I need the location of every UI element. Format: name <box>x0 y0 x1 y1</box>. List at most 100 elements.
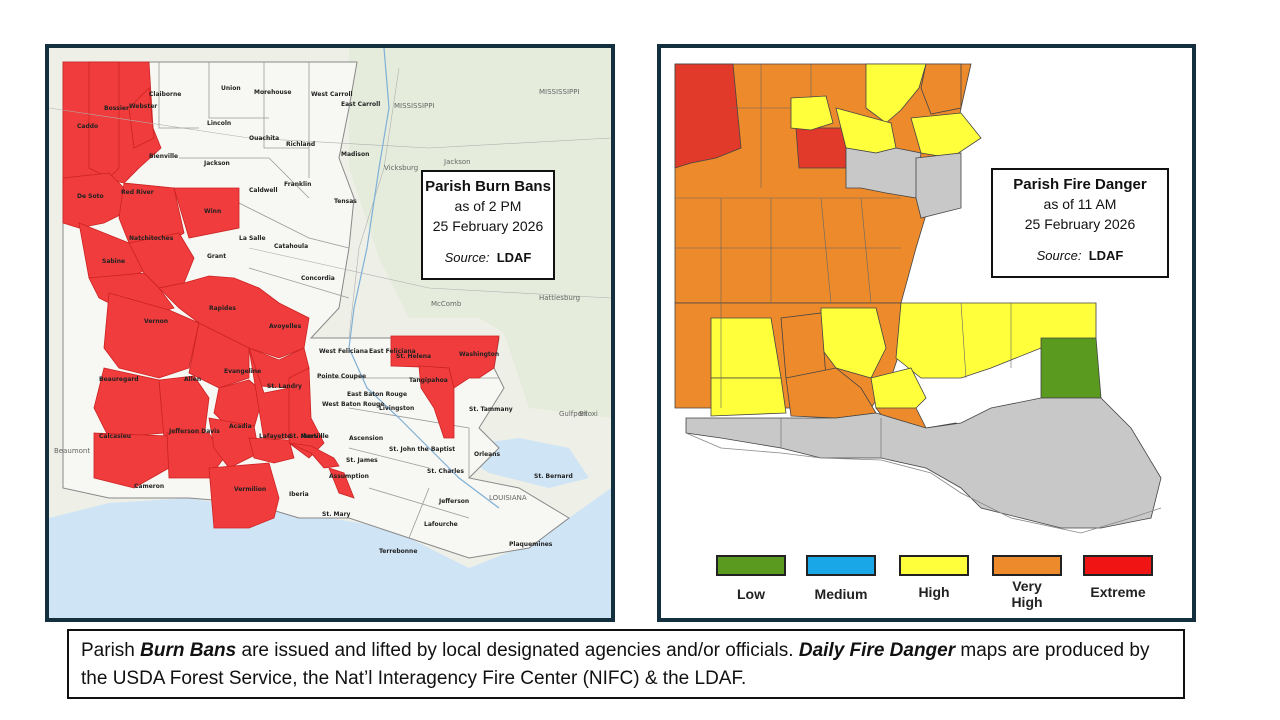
burn-ban-parishes <box>62 61 500 529</box>
parish-label: St. Martin <box>289 433 323 440</box>
burn-ban-info-box: Parish Burn Bans as of 2 PM 25 February … <box>421 170 555 280</box>
burn-ban-map: MISSISSIPPI MISSISSIPPI Jackson Vicksbur… <box>49 48 611 618</box>
parish-label: Plaquemines <box>509 541 553 548</box>
parish-label: St. Tammany <box>469 406 513 413</box>
svg-text:LOUISIANA: LOUISIANA <box>489 494 527 502</box>
parish-label: St. Charles <box>427 468 464 475</box>
parish-label: St. James <box>346 457 378 464</box>
legend-label-very-high: Very High <box>1011 578 1043 610</box>
legend-label-low: Low <box>737 586 765 602</box>
parish-label: Terrebonne <box>379 548 417 555</box>
parish-label: Lincoln <box>207 120 231 127</box>
parish-label: Caldwell <box>249 187 278 194</box>
parish-label: Iberville <box>301 433 329 440</box>
footer-text-3: maps are produced by the USDA Forest Ser… <box>81 640 1150 689</box>
legend-swatch-extreme <box>1083 555 1153 576</box>
parish-label: Caddo <box>77 123 98 130</box>
burn-ban-map-panel: MISSISSIPPI MISSISSIPPI Jackson Vicksbur… <box>45 44 615 622</box>
parish-label: Beauregard <box>99 376 139 383</box>
parish-label: Morehouse <box>254 89 291 96</box>
parish-label: Evangeline <box>224 368 261 375</box>
source-value: LDAF <box>1088 248 1124 263</box>
parish-label: Lafayette <box>259 433 291 440</box>
parish-label: Tangipahoa <box>409 377 448 384</box>
fire-danger-map <box>674 63 1162 534</box>
parish-label: Jackson <box>203 160 230 167</box>
parish-label: St. Bernard <box>534 473 573 480</box>
parish-label: Rapides <box>209 305 236 312</box>
footer-note: Parish Burn Bans are issued and lifted b… <box>67 629 1185 699</box>
parish-label: Tensas <box>334 198 357 205</box>
footer-bold-2: Daily Fire Danger <box>798 640 956 661</box>
parish-label: West Baton Rouge <box>322 401 384 408</box>
parish-label: La Salle <box>239 235 266 242</box>
svg-text:MISSISSIPPI: MISSISSIPPI <box>394 102 435 110</box>
parish-label: Webster <box>129 103 157 110</box>
fire-danger-source: Source: LDAF <box>993 248 1167 263</box>
svg-text:Vicksburg: Vicksburg <box>384 164 418 172</box>
legend-swatch-high <box>899 555 969 576</box>
svg-text:Hattiesburg: Hattiesburg <box>539 294 580 302</box>
parish-label: Concordia <box>301 275 335 282</box>
source-label: Source: <box>444 250 490 265</box>
legend-label-medium: Medium <box>814 586 868 602</box>
parish-label: West Feliciana <box>319 348 368 355</box>
parish-label: Ascension <box>349 435 383 442</box>
parish-label: Lafourche <box>424 521 458 528</box>
parish-label: Orleans <box>474 451 501 458</box>
parish-label: Red River <box>121 189 154 196</box>
parish-label: Vernon <box>144 318 168 325</box>
parish-label: Franklin <box>284 181 311 188</box>
source-label: Source: <box>1036 248 1082 263</box>
legend-swatch-medium <box>806 555 876 576</box>
parish-label: St. Mary <box>322 511 351 518</box>
fire-danger-title: Parish Fire Danger <box>1013 176 1147 193</box>
burn-ban-date: 25 February 2026 <box>432 218 544 234</box>
parish-label: Avoyelles <box>269 323 302 330</box>
parish-label: Assumption <box>329 473 369 480</box>
parish-label: St. Landry <box>267 383 302 390</box>
legend-label-extreme: Extreme <box>1090 584 1146 600</box>
parish-label: Washington <box>459 351 499 358</box>
parish-label: East Feliciana <box>369 348 416 355</box>
legend-swatch-low <box>716 555 786 576</box>
svg-text:Beaumont: Beaumont <box>54 447 90 455</box>
parish-label: East Carroll <box>341 101 380 108</box>
parish-label: Pointe Coupee <box>317 373 366 380</box>
svg-text:Jackson: Jackson <box>443 158 471 166</box>
parish-label: Bossier <box>104 105 129 112</box>
burn-ban-title: Parish Burn Bans <box>425 178 551 195</box>
svg-text:MISSISSIPPI: MISSISSIPPI <box>539 88 580 96</box>
svg-text:Gulfport: Gulfport <box>559 410 588 418</box>
parish-label: Grant <box>207 253 226 260</box>
parish-label: Vermilion <box>234 486 266 493</box>
parish-label: Claiborne <box>149 91 181 98</box>
parish-label: Union <box>221 85 241 92</box>
parish-label: Jefferson <box>438 498 469 505</box>
parish-labels: Caddo Bossier Webster Claiborne Union Morehou… <box>77 85 573 555</box>
parish-label: Acadia <box>229 423 252 430</box>
svg-text:Biloxi: Biloxi <box>579 410 598 418</box>
parish-label: Allen <box>184 376 201 383</box>
legend-label-high: High <box>918 584 950 600</box>
burn-ban-time: as of 2 PM <box>454 198 522 214</box>
parish-label: Natchitoches <box>129 235 174 242</box>
fire-danger-map-panel: Parish Fire Danger as of 11 AM 25 Februa… <box>657 44 1196 622</box>
parish-label: St. John the Baptist <box>389 446 455 453</box>
parish-label: West Carroll <box>311 91 353 98</box>
parish-label: Richland <box>286 141 315 148</box>
parish-label: Bienville <box>149 153 178 160</box>
parish-label: De Soto <box>77 193 104 200</box>
parish-label: Livingston <box>379 405 414 412</box>
source-value: LDAF <box>496 250 532 265</box>
parish-label: East Baton Rouge <box>347 391 407 398</box>
parish-label: Madison <box>341 151 369 158</box>
parish-label: Sabine <box>102 258 125 265</box>
parish-label: Catahoula <box>274 243 308 250</box>
parish-label: Cameron <box>134 483 164 490</box>
footer-bold-1: Burn Bans <box>140 640 237 661</box>
parish-label: Calcasieu <box>99 433 131 440</box>
parish-label: Winn <box>204 208 221 215</box>
parish-label: St. Helena <box>396 353 431 360</box>
footer-text-1: Parish <box>81 640 141 661</box>
